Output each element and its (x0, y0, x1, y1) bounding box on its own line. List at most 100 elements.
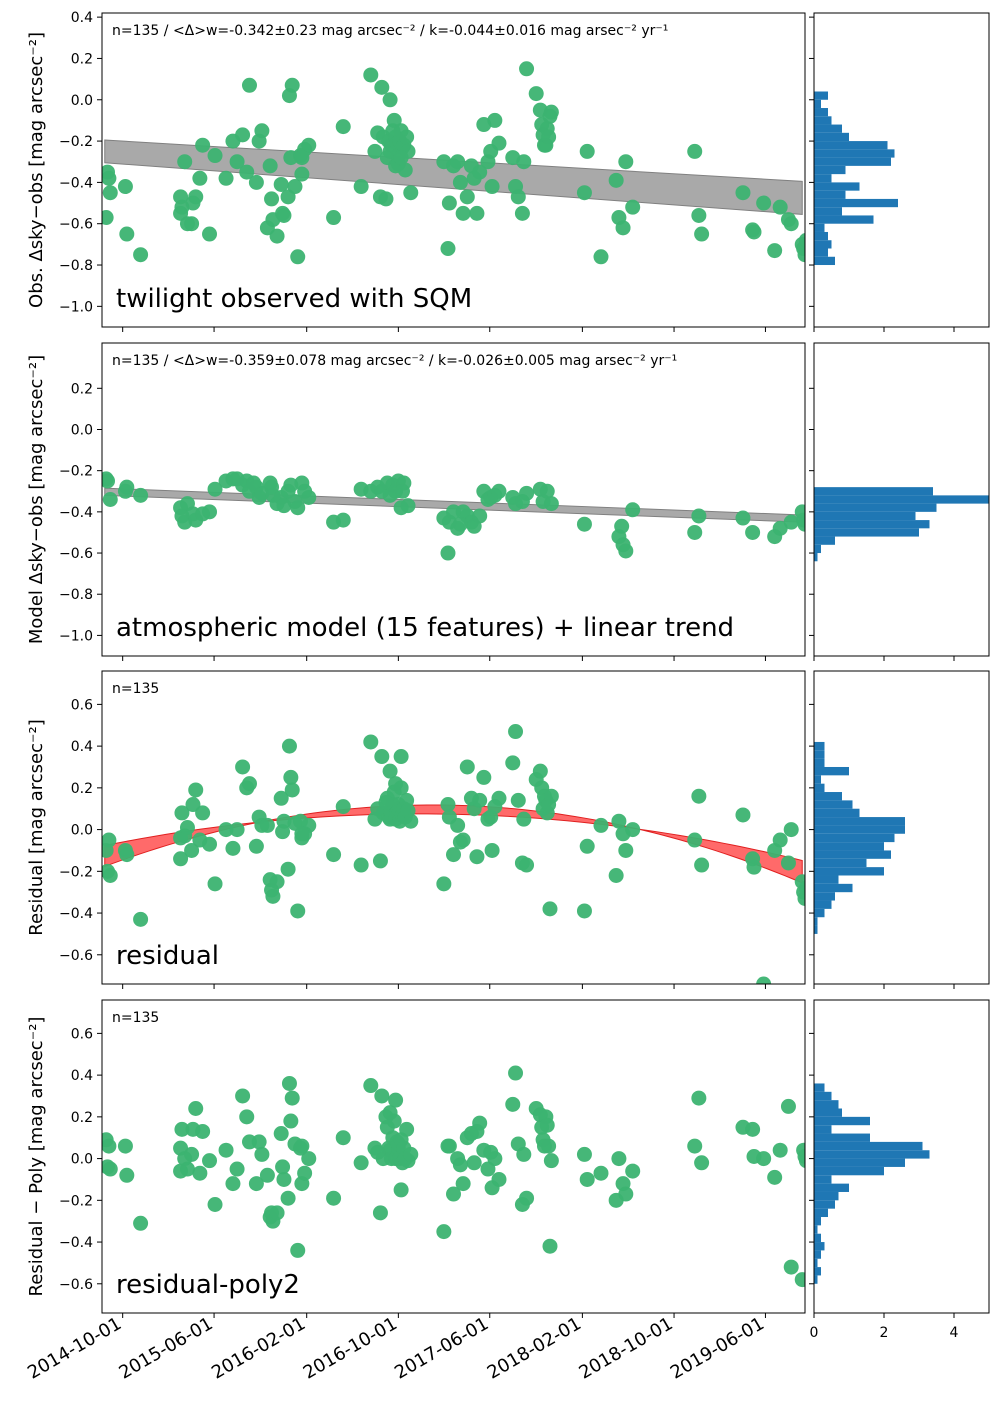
hist-bar (814, 198, 898, 208)
stats-annotation: n=135 / <Δ>w=-0.342±0.23 mag arcsec⁻² / … (112, 23, 668, 39)
x-tick-label: 2018-10-01 (575, 1313, 676, 1383)
data-point (436, 876, 452, 892)
data-point (374, 1088, 390, 1104)
data-point (335, 119, 351, 135)
data-point (687, 143, 703, 159)
x-tick-label: 2016-02-01 (208, 1313, 309, 1383)
hist-bar (814, 124, 842, 133)
data-point (262, 158, 278, 174)
data-point (440, 545, 456, 561)
hist-bar (814, 149, 895, 158)
data-point (735, 185, 751, 201)
y-tick-label: −1.0 (59, 299, 93, 315)
data-point (579, 143, 595, 159)
data-point (543, 104, 559, 120)
axes-frame (101, 12, 806, 328)
data-point (367, 143, 383, 159)
x-tick-label: 2014-10-01 (24, 1313, 125, 1383)
data-point (403, 185, 419, 201)
data-point (353, 1155, 369, 1171)
y-tick-label: −0.6 (59, 217, 93, 233)
data-point (259, 220, 275, 236)
y-tick-label: −0.4 (59, 175, 93, 191)
hist-bar (814, 1175, 832, 1184)
data-point (614, 518, 630, 534)
data-point (290, 903, 306, 919)
y-tick-label: −0.2 (59, 464, 93, 480)
data-point (472, 508, 488, 524)
data-point (117, 1138, 133, 1154)
data-point (102, 867, 118, 883)
data-point (519, 1190, 535, 1206)
data-point (294, 1138, 310, 1154)
data-point (541, 1138, 557, 1154)
data-point (476, 769, 492, 785)
data-point (539, 483, 555, 499)
data-point (459, 189, 475, 205)
data-point (174, 805, 190, 821)
hist-bar (814, 1250, 821, 1259)
panel-title: atmospheric model (15 features) + linear… (116, 613, 734, 643)
data-point (576, 185, 592, 201)
hist-frame (813, 999, 990, 1314)
data-point (797, 516, 805, 532)
data-point (378, 1109, 394, 1125)
data-point (207, 148, 223, 164)
data-point (745, 1121, 761, 1137)
hist-bar (814, 256, 835, 266)
hist-bar (814, 1191, 839, 1201)
hist-bar (814, 165, 846, 175)
data-point (102, 170, 117, 186)
data-point (335, 512, 351, 528)
y-tick-label: 0.0 (71, 1152, 93, 1168)
data-point (543, 1153, 559, 1169)
data-point (119, 226, 135, 242)
data-point (399, 1121, 415, 1137)
data-point (179, 820, 195, 835)
y-tick-label: −0.6 (59, 1277, 93, 1293)
data-point (452, 174, 468, 190)
data-point (393, 749, 409, 765)
y-tick-label: −0.4 (59, 505, 93, 521)
data-point (265, 888, 281, 904)
hist-bar (814, 495, 989, 504)
axes-frame (101, 670, 806, 985)
hist-bar (814, 132, 849, 142)
data-point (491, 135, 507, 151)
data-point (487, 112, 503, 128)
data-point (276, 207, 292, 223)
data-point (297, 1165, 313, 1181)
data-point (280, 1190, 296, 1206)
y-tick-label: 0.6 (71, 1026, 93, 1042)
data-point (294, 826, 310, 842)
data-point (388, 1092, 404, 1108)
hist-x-tick-label: 0 (810, 1325, 819, 1341)
data-point (484, 842, 500, 858)
data-point (798, 880, 805, 896)
data-point (294, 150, 310, 166)
data-point (372, 1205, 388, 1221)
data-point (102, 210, 114, 226)
data-point (691, 207, 707, 223)
data-point (397, 162, 413, 178)
data-point (541, 129, 557, 145)
data-point (218, 170, 234, 186)
data-point (516, 1146, 532, 1162)
data-point (269, 874, 285, 890)
data-point (519, 857, 535, 873)
hist-x-tick-label: 4 (950, 1325, 959, 1341)
data-point (519, 485, 535, 501)
data-point (528, 86, 544, 102)
hist-bar (814, 1116, 870, 1126)
data-point (133, 247, 149, 263)
data-point (514, 205, 530, 221)
hist-bar (814, 766, 849, 776)
data-point (593, 249, 609, 265)
data-point (508, 724, 524, 740)
hist-bar (814, 850, 891, 859)
data-point (542, 1238, 558, 1254)
data-point (235, 759, 251, 775)
y-tick-label: 0.4 (71, 739, 93, 755)
data-point (446, 1186, 461, 1202)
data-point (188, 782, 204, 798)
